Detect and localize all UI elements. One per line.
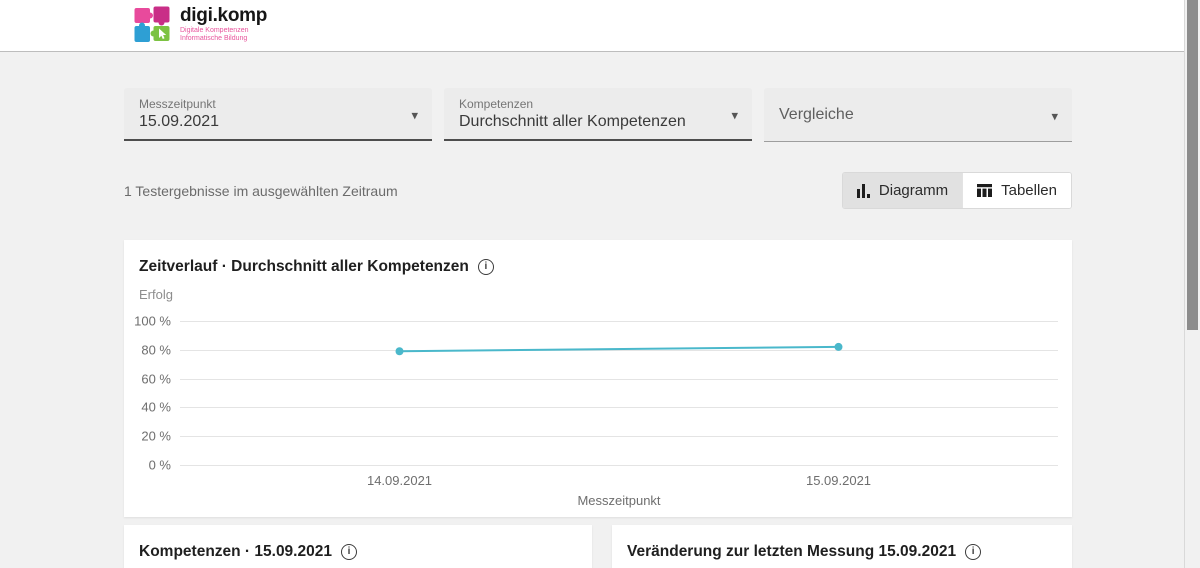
- kompetenzen-card: Kompetenzen · 15.09.2021 i: [124, 525, 592, 568]
- scrollbar-thumb[interactable]: [1187, 0, 1198, 330]
- gridline: [180, 407, 1058, 409]
- kompetenzen-card-title: Kompetenzen · 15.09.2021: [139, 543, 332, 560]
- chevron-down-icon: ▾: [1051, 107, 1058, 123]
- kompetenzen-value: Durchschnitt aller Kompetenzen: [459, 113, 686, 130]
- x-axis-title: Messzeitpunkt: [577, 493, 661, 508]
- kompetenzen-select[interactable]: Kompetenzen Durchschnitt aller Kompetenz…: [444, 88, 752, 141]
- tables-view-button[interactable]: Tabellen: [962, 173, 1071, 208]
- info-icon[interactable]: i: [340, 544, 357, 560]
- gridline: [180, 321, 1058, 322]
- vergleiche-select[interactable]: Vergleiche ▾: [764, 88, 1072, 142]
- view-toggle: Diagramm Tabellen: [841, 172, 1072, 209]
- info-icon[interactable]: i: [477, 259, 494, 275]
- chevron-down-icon: ▾: [731, 106, 738, 122]
- bar-chart-icon: [856, 183, 870, 198]
- diagram-view-button[interactable]: Diagramm: [842, 173, 963, 208]
- kompetenzen-card-title-row: Kompetenzen · 15.09.2021 i: [139, 543, 357, 561]
- veraenderung-card: Veränderung zur letzten Messung 15.09.20…: [612, 525, 1072, 568]
- filter-row: Messzeitpunkt 15.09.2021 ▾ Kompetenzen D…: [124, 88, 1072, 142]
- logo-subtitle-line1: Digitale Kompetenzen: [180, 26, 249, 34]
- x-tick-label: 14.09.2021: [366, 473, 433, 488]
- messzeitpunkt-label: Messzeitpunkt: [139, 97, 216, 111]
- chart-title: Zeitverlauf · Durchschnitt aller Kompete…: [139, 258, 469, 275]
- y-tick-label: 20 %: [141, 428, 171, 444]
- results-row: 1 Testergebnisse im ausgewählten Zeitrau…: [124, 172, 1072, 209]
- y-tick-label: 0 %: [148, 457, 171, 473]
- y-tick-label: 60 %: [141, 371, 171, 387]
- tables-view-label: Tabellen: [1001, 182, 1057, 199]
- chevron-down-icon: ▾: [411, 106, 418, 122]
- logo[interactable]: digi.komp Digitale Kompetenzen Informati…: [133, 5, 267, 45]
- logo-subtitle: Digitale Kompetenzen Informatische Bildu…: [180, 27, 267, 45]
- line-chart-svg: [395, 342, 843, 356]
- kompetenzen-label: Kompetenzen: [459, 97, 534, 111]
- messzeitpunkt-value: 15.09.2021: [139, 113, 220, 130]
- table-icon: [977, 184, 993, 197]
- y-tick-label: 100 %: [134, 313, 171, 329]
- gridline: [180, 436, 1058, 438]
- diagram-view-label: Diagramm: [878, 182, 949, 199]
- time-series-card: Zeitverlauf · Durchschnitt aller Kompete…: [124, 240, 1072, 517]
- messzeitpunkt-select[interactable]: Messzeitpunkt 15.09.2021 ▾: [124, 88, 432, 141]
- chart-title-row: Zeitverlauf · Durchschnitt aller Kompete…: [139, 258, 494, 276]
- logo-puzzle-icon: [134, 6, 170, 42]
- gridline: [180, 465, 1058, 466]
- gridline: [180, 378, 1058, 380]
- line-chart-plot: 100 % 80 % 60 % 40 % 20 % 0 % 14.09.2021…: [134, 314, 1058, 488]
- logo-subtitle-line2: Informatische Bildung: [180, 35, 248, 43]
- vergleiche-placeholder: Vergleiche: [779, 105, 854, 123]
- chart-y-axis-caption: Erfolg: [139, 287, 173, 302]
- veraenderung-card-title: Veränderung zur letzten Messung 15.09.20…: [627, 543, 957, 560]
- y-tick-label: 80 %: [141, 342, 171, 358]
- x-tick-label: 15.09.2021: [805, 473, 872, 488]
- vertical-scrollbar[interactable]: [1184, 0, 1200, 568]
- veraenderung-card-title-row: Veränderung zur letzten Messung 15.09.20…: [627, 543, 982, 561]
- y-tick-label: 40 %: [141, 399, 171, 415]
- app-header: digi.komp Digitale Kompetenzen Informati…: [0, 0, 1184, 52]
- logo-title: digi.komp: [180, 4, 268, 26]
- results-summary: 1 Testergebnisse im ausgewählten Zeitrau…: [124, 182, 398, 199]
- gridline: [180, 349, 1058, 351]
- logo-text: digi.komp Digitale Kompetenzen Informati…: [180, 4, 268, 45]
- info-icon[interactable]: i: [965, 544, 982, 560]
